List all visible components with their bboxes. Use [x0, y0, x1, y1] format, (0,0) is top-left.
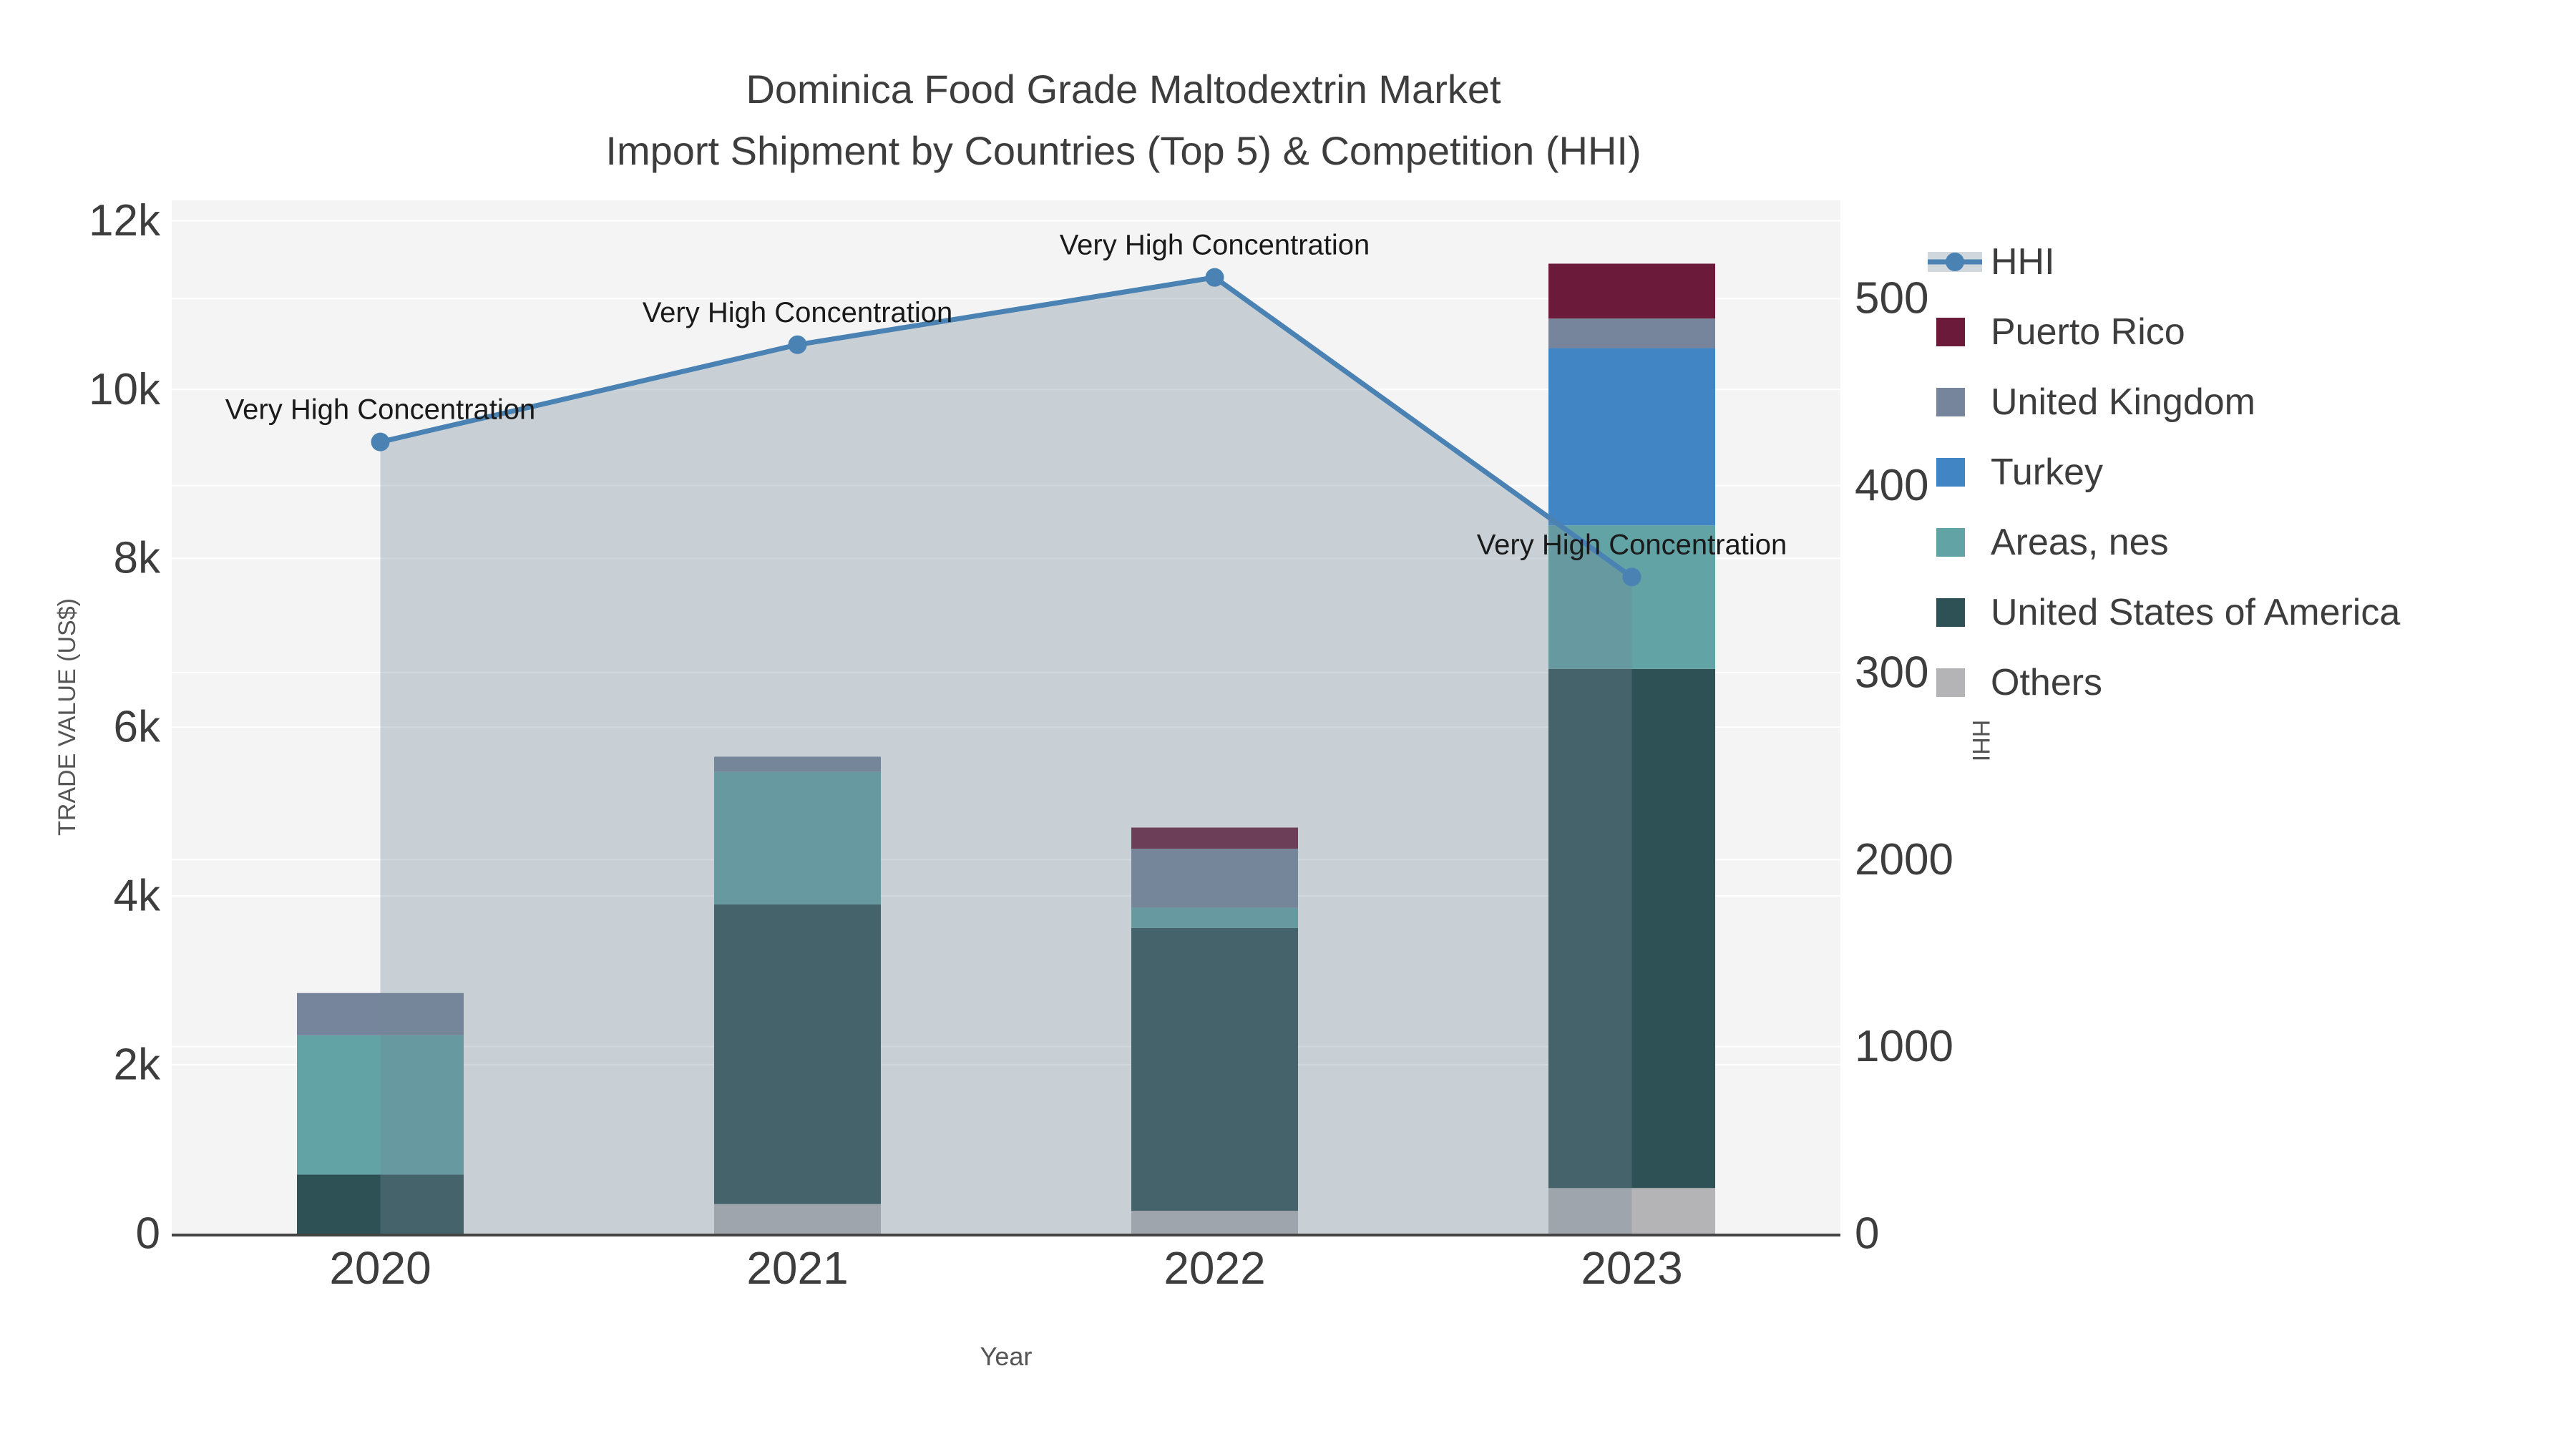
- y-left-tick-6k: 6k: [114, 703, 161, 752]
- bar-segment-areas-nes-2020[interactable]: [297, 1035, 464, 1175]
- bar-segment-puerto-rico-2022[interactable]: [1131, 827, 1298, 849]
- x-axis-title: Year: [980, 1342, 1033, 1371]
- bar-segment-united-kingdom-2021[interactable]: [714, 756, 881, 772]
- hhi-marker-2021[interactable]: [788, 335, 807, 354]
- bar-segment-united-kingdom-2023[interactable]: [1548, 318, 1715, 348]
- legend-item-areas-nes[interactable]: Areas, nes: [1936, 522, 2169, 563]
- y-left-tick-0: 0: [136, 1209, 160, 1259]
- legend: HHI Puerto Rico United Kingdom Turkey Areas,…: [1928, 241, 2400, 703]
- bar-segment-united-states-of-america-2020[interactable]: [297, 1174, 464, 1234]
- annotation-2022: Very High Concentration: [1060, 230, 1370, 261]
- hhi-marker-2023[interactable]: [1622, 567, 1641, 587]
- legend-label: United States of America: [1991, 592, 2400, 633]
- bar-segment-others-2021[interactable]: [714, 1204, 881, 1234]
- bar-segment-others-2023[interactable]: [1548, 1188, 1715, 1234]
- legend-item-united-states-of-america[interactable]: United States of America: [1936, 592, 2400, 633]
- x-tick-2023: 2023: [1581, 1242, 1682, 1294]
- bar-segment-areas-nes-2021[interactable]: [714, 771, 881, 904]
- legend-label: Puerto Rico: [1991, 311, 2185, 353]
- y-right-tick-2000: 2000: [1855, 835, 1953, 884]
- y-left-tick-12k: 12k: [89, 196, 161, 245]
- bar-segment-united-states-of-america-2023[interactable]: [1548, 668, 1715, 1189]
- chart-title-line1: Dominica Food Grade Maltodextrin Market: [746, 67, 1501, 112]
- hhi-marker-2022[interactable]: [1205, 268, 1224, 287]
- legend-item-puerto-rico[interactable]: Puerto Rico: [1936, 311, 2185, 353]
- y-right-tick-300: 300: [1855, 648, 1928, 697]
- y-right-axis-title: HHI: [1967, 720, 1994, 762]
- legend-swatch-icon: [1936, 388, 1965, 416]
- y-right-tick-400: 400: [1855, 461, 1928, 510]
- y-right-tick-1000: 1000: [1855, 1022, 1953, 1071]
- y-left-axis-title: TRADE VALUE (US$): [54, 598, 81, 836]
- legend-swatch-icon: [1936, 458, 1965, 487]
- bar-segment-areas-nes-2023[interactable]: [1548, 525, 1715, 669]
- legend-item-others[interactable]: Others: [1936, 662, 2102, 703]
- bar-segment-united-states-of-america-2021[interactable]: [714, 904, 881, 1204]
- legend-swatch-icon: [1936, 528, 1965, 557]
- bar-segment-others-2022[interactable]: [1131, 1211, 1298, 1234]
- x-tick-2021: 2021: [746, 1242, 848, 1294]
- legend-label: United Kingdom: [1991, 381, 2255, 423]
- x-tick-2022: 2022: [1163, 1242, 1265, 1294]
- annotation-2021: Very High Concentration: [643, 297, 953, 328]
- legend-label: Turkey: [1991, 452, 2103, 493]
- annotation-2020: Very High Concentration: [225, 394, 536, 426]
- bar-segment-puerto-rico-2023[interactable]: [1548, 263, 1715, 319]
- y-left-tick-4k: 4k: [114, 872, 161, 921]
- legend-label: Others: [1991, 662, 2102, 703]
- bar-segment-areas-nes-2022[interactable]: [1131, 907, 1298, 928]
- legend-item-hhi[interactable]: HHI: [1928, 241, 2055, 283]
- y-right-tick-500: 500: [1855, 274, 1928, 323]
- legend-label: HHI: [1991, 241, 2055, 283]
- legend-label: Areas, nes: [1991, 522, 2169, 563]
- hhi-area-fill: [380, 277, 1632, 1234]
- legend-item-united-kingdom[interactable]: United Kingdom: [1936, 381, 2255, 423]
- legend-hhi-marker-icon: [1946, 253, 1964, 271]
- legend-swatch-icon: [1936, 668, 1965, 697]
- bar-segment-united-kingdom-2022[interactable]: [1131, 849, 1298, 908]
- x-tick-2020: 2020: [329, 1242, 431, 1294]
- y-left-tick-2k: 2k: [114, 1040, 161, 1090]
- y-left-tick-10k: 10k: [89, 365, 161, 414]
- bar-segment-turkey-2023[interactable]: [1548, 348, 1715, 526]
- annotation-2023: Very High Concentration: [1477, 529, 1787, 560]
- hhi-marker-2020[interactable]: [371, 432, 390, 452]
- y-left-tick-8k: 8k: [114, 534, 161, 583]
- bar-segment-united-states-of-america-2022[interactable]: [1131, 927, 1298, 1211]
- chart-title-line2: Import Shipment by Countries (Top 5) & C…: [605, 128, 1641, 173]
- legend-swatch-icon: [1936, 598, 1965, 627]
- legend-swatch-icon: [1936, 318, 1965, 346]
- y-right-tick-0: 0: [1855, 1209, 1879, 1259]
- legend-item-turkey[interactable]: Turkey: [1936, 452, 2103, 493]
- hhi-line: [379, 275, 1634, 580]
- bar-segment-united-kingdom-2020[interactable]: [297, 992, 464, 1035]
